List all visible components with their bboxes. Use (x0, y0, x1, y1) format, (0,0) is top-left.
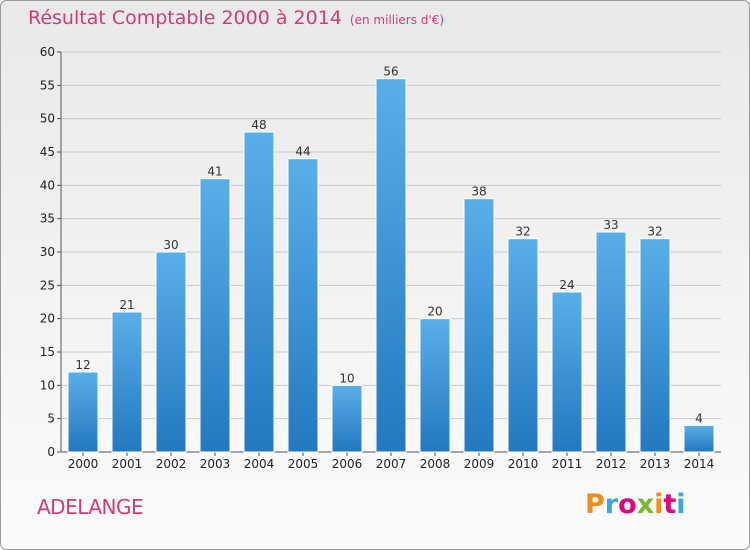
value-label-2008: 20 (427, 305, 442, 319)
bar-2012 (595, 231, 627, 453)
chart-unit: (en milliers d'€) (349, 13, 445, 27)
x-tick-label: 2000 (68, 457, 99, 471)
x-tick-label: 2008 (420, 457, 451, 471)
value-label-2010: 32 (515, 225, 530, 239)
bar-2001 (111, 311, 143, 453)
bar-2002 (155, 251, 187, 453)
x-tick-label: 2002 (156, 457, 187, 471)
place-name: ADELANGE (37, 495, 144, 519)
value-label-2000: 12 (75, 358, 90, 372)
x-tick-label: 2010 (508, 457, 539, 471)
logo-letter: P (585, 489, 605, 520)
logo-letter: i (654, 489, 664, 520)
y-tick-label: 20 (40, 312, 55, 326)
x-tick-label: 2013 (640, 457, 671, 471)
logo-letter: x (636, 489, 655, 520)
bar-2008 (419, 318, 451, 453)
bar-2014 (683, 424, 715, 453)
bar-2005 (287, 158, 319, 453)
value-label-2001: 21 (119, 298, 134, 312)
chart-title: Résultat Comptable 2000 à 2014 (en millie… (28, 7, 444, 29)
bar-2004 (243, 131, 275, 453)
value-label-2003: 41 (207, 165, 222, 179)
logo-letter: o (618, 489, 637, 520)
value-label-2013: 32 (647, 225, 662, 239)
logo-letter: r (604, 489, 619, 520)
value-label-2014: 4 (695, 411, 703, 425)
logo-letter: i (676, 489, 686, 520)
value-label-2005: 44 (295, 145, 310, 159)
value-label-2007: 56 (383, 65, 398, 79)
value-label-2006: 10 (339, 371, 354, 385)
y-tick-label: 25 (40, 278, 55, 292)
value-label-2011: 24 (559, 278, 574, 292)
bar-2009 (463, 198, 495, 453)
y-tick-label: 40 (40, 178, 55, 192)
logo-letter: t (663, 489, 677, 520)
y-tick-label: 45 (40, 145, 55, 159)
bar-2013 (639, 238, 671, 453)
proxiti-logo: Proxiti (585, 489, 686, 520)
x-tick-label: 2011 (552, 457, 583, 471)
bar-2007 (375, 78, 407, 453)
axes: 0 5 10 15 20 25 30 35 40 45 50 55 60 2000 2001 2002 2003… (40, 45, 721, 471)
x-tick-label: 2007 (376, 457, 407, 471)
value-label-2004: 48 (251, 118, 266, 132)
chart-title-text: Résultat Comptable 2000 à 2014 (28, 7, 342, 29)
y-tick-label: 10 (40, 378, 55, 392)
y-tick-label: 5 (47, 412, 55, 426)
bar-2011 (551, 291, 583, 453)
x-tick-label: 2004 (244, 457, 275, 471)
y-tick-label: 55 (40, 78, 55, 92)
value-label-2002: 30 (163, 238, 178, 252)
bar-2003 (199, 178, 231, 453)
x-tick-label: 2003 (200, 457, 231, 471)
x-tick-label: 2001 (112, 457, 143, 471)
x-tick-label: 2009 (464, 457, 495, 471)
bar-2010 (507, 238, 539, 453)
bar-2006 (331, 384, 363, 453)
x-tick-label: 2006 (332, 457, 363, 471)
x-tick-label: 2014 (684, 457, 715, 471)
y-tick-label: 0 (47, 445, 55, 459)
y-tick-label: 50 (40, 112, 55, 126)
y-tick-label: 60 (40, 45, 55, 59)
bars (67, 78, 715, 453)
value-label-2009: 38 (471, 185, 486, 199)
data-labels: 12 21 30 41 48 44 10 56 20 38 32 24 33 32 4 (75, 65, 702, 426)
x-tick-label: 2012 (596, 457, 627, 471)
y-tick-label: 35 (40, 212, 55, 226)
bar-2000 (67, 371, 99, 453)
x-tick-label: 2005 (288, 457, 319, 471)
y-tick-label: 15 (40, 345, 55, 359)
y-tick-label: 30 (40, 245, 55, 259)
value-label-2012: 33 (603, 218, 618, 232)
